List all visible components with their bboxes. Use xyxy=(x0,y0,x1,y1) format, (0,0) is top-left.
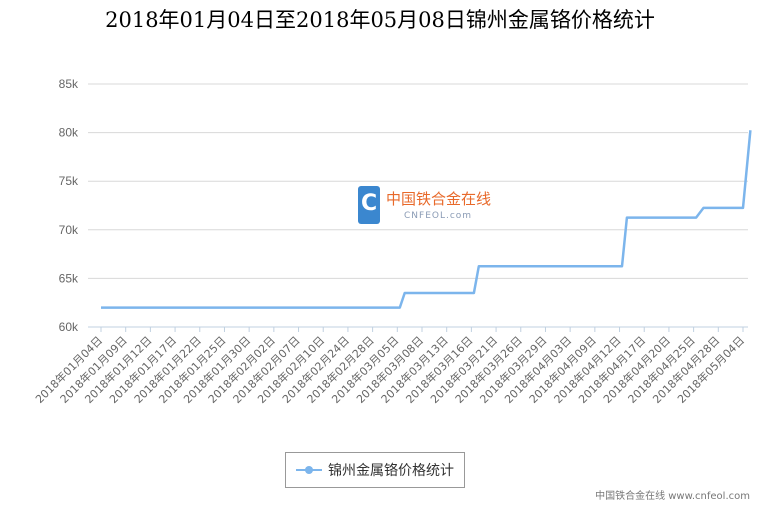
y-tick-label: 85k xyxy=(59,77,79,91)
y-tick-label: 80k xyxy=(59,126,79,140)
footer-credit: 中国铁合金在线 www.cnfeol.com xyxy=(595,491,750,502)
chart-title: 2018年01月04日至2018年05月08日锦州金属铬价格统计 xyxy=(105,8,655,32)
y-tick-label: 75k xyxy=(59,174,79,188)
legend-line-marker-icon xyxy=(296,466,322,474)
y-tick-label: 65k xyxy=(59,271,79,285)
watermark-logo-icon xyxy=(358,186,380,224)
y-tick-label: 70k xyxy=(59,223,79,237)
legend-label: 锦州金属铬价格统计 xyxy=(328,463,454,479)
x-axis-ticks: 2018年01月04日2018年01月09日2018年01月12日2018年01… xyxy=(32,327,747,406)
gridlines xyxy=(88,83,748,328)
watermark-name-en: CNFEOL.com xyxy=(404,211,473,221)
y-axis-ticks: 60k 65k 70k 75k 80k 85k xyxy=(59,77,79,334)
watermark-name-cn: 中国铁合金在线 xyxy=(386,190,492,208)
series-layer xyxy=(101,130,752,309)
series-line[interactable] xyxy=(101,130,752,309)
legend[interactable]: 锦州金属铬价格统计 xyxy=(285,452,465,488)
y-tick-label: 60k xyxy=(59,320,79,334)
